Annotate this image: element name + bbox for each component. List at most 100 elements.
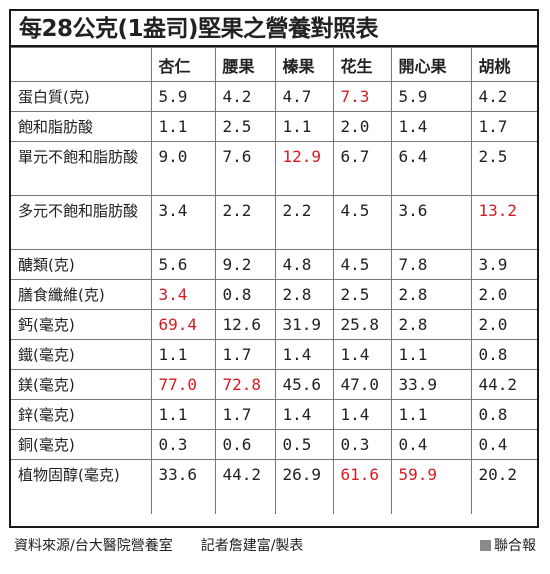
- value-cell: 1.1: [390, 339, 472, 370]
- row-label: 鋅(毫克): [11, 399, 152, 430]
- nutrition-table: 杏仁 腰果 榛果 花生 開心果 胡桃 蛋白質(克) 5.9 4.2 4.7 7.3 5.9…: [11, 47, 537, 514]
- value-cell: 20.2: [470, 459, 537, 514]
- value-cell: 7.6: [214, 141, 276, 196]
- table-body: 蛋白質(克) 5.9 4.2 4.7 7.3 5.9 4.2 飽和脂肪酸 1.1 2.5 1.1 2.…: [11, 81, 537, 514]
- value-cell: 7.8: [390, 249, 472, 280]
- value-cell: 6.7: [332, 141, 392, 196]
- row-label: 單元不飽和脂肪酸: [11, 141, 152, 196]
- value-cell: 0.3: [150, 429, 216, 460]
- value-cell: 77.0: [150, 369, 216, 400]
- value-cell: 2.8: [274, 279, 334, 310]
- brand-name: 聯合報: [494, 538, 536, 554]
- value-cell: 2.0: [470, 279, 537, 310]
- value-cell: 4.2: [470, 81, 537, 112]
- row-label: 多元不飽和脂肪酸: [11, 195, 152, 250]
- value-cell: 7.3: [332, 81, 392, 112]
- value-cell: 1.1: [390, 399, 472, 430]
- value-cell: 6.4: [390, 141, 472, 196]
- table-row: 多元不飽和脂肪酸 3.4 2.2 2.2 4.5 3.6 13.2: [11, 195, 537, 250]
- value-cell: 33.9: [390, 369, 472, 400]
- header-almond: 杏仁: [150, 47, 216, 82]
- value-cell: 3.6: [390, 195, 472, 250]
- value-cell: 2.5: [214, 111, 276, 142]
- value-cell: 0.8: [214, 279, 276, 310]
- row-label: 蛋白質(克): [11, 81, 152, 112]
- row-label: 飽和脂肪酸: [11, 111, 152, 142]
- value-cell: 1.4: [390, 111, 472, 142]
- value-cell: 31.9: [274, 309, 334, 340]
- value-cell: 1.1: [150, 111, 216, 142]
- value-cell: 1.1: [150, 399, 216, 430]
- value-cell: 1.1: [274, 111, 334, 142]
- square-icon: [480, 540, 491, 551]
- value-cell: 0.4: [470, 429, 537, 460]
- row-label: 鐵(毫克): [11, 339, 152, 370]
- header-cashew: 腰果: [214, 47, 276, 82]
- value-cell: 2.8: [390, 279, 472, 310]
- value-cell: 2.2: [274, 195, 334, 250]
- value-cell: 1.1: [150, 339, 216, 370]
- row-label: 植物固醇(毫克): [11, 459, 152, 514]
- value-cell: 2.0: [332, 111, 392, 142]
- value-cell: 2.5: [470, 141, 537, 196]
- table-row: 膳食纖維(克) 3.4 0.8 2.8 2.5 2.8 2.0: [11, 279, 537, 310]
- value-cell: 4.8: [274, 249, 334, 280]
- table-row: 銅(毫克) 0.3 0.6 0.5 0.3 0.4 0.4: [11, 429, 537, 460]
- value-cell: 2.8: [390, 309, 472, 340]
- nutrition-table-frame: 每28公克(1盎司)堅果之營養對照表 杏仁 腰果 榛果 花生 開心果 胡桃 蛋白…: [9, 9, 539, 528]
- value-cell: 1.4: [274, 399, 334, 430]
- table-row: 鐵(毫克) 1.1 1.7 1.4 1.4 1.1 0.8: [11, 339, 537, 370]
- table-row: 單元不飽和脂肪酸 9.0 7.6 12.9 6.7 6.4 2.5: [11, 141, 537, 196]
- value-cell: 44.2: [470, 369, 537, 400]
- value-cell: 1.4: [332, 339, 392, 370]
- value-cell: 4.5: [332, 249, 392, 280]
- table-title: 每28公克(1盎司)堅果之營養對照表: [11, 11, 537, 47]
- value-cell: 3.4: [150, 195, 216, 250]
- value-cell: 59.9: [390, 459, 472, 514]
- reporter-credit: 記者詹建富/製表: [200, 538, 304, 554]
- value-cell: 0.6: [214, 429, 276, 460]
- value-cell: 9.2: [214, 249, 276, 280]
- value-cell: 0.8: [470, 399, 537, 430]
- header-pistachio: 開心果: [390, 47, 472, 82]
- value-cell: 1.7: [214, 399, 276, 430]
- row-label: 鈣(毫克): [11, 309, 152, 340]
- table-row: 鎂(毫克) 77.0 72.8 45.6 47.0 33.9 44.2: [11, 369, 537, 400]
- value-cell: 0.4: [390, 429, 472, 460]
- value-cell: 33.6: [150, 459, 216, 514]
- value-cell: 45.6: [274, 369, 334, 400]
- value-cell: 61.6: [332, 459, 392, 514]
- value-cell: 1.7: [214, 339, 276, 370]
- brand-credit: 聯合報: [480, 535, 536, 555]
- value-cell: 3.9: [470, 249, 537, 280]
- value-cell: 25.8: [332, 309, 392, 340]
- row-label: 膳食纖維(克): [11, 279, 152, 310]
- value-cell: 2.0: [470, 309, 537, 340]
- value-cell: 0.3: [332, 429, 392, 460]
- footer: 資料來源/台大醫院營養室 記者詹建富/製表 聯合報: [14, 535, 536, 555]
- value-cell: 5.6: [150, 249, 216, 280]
- value-cell: 0.8: [470, 339, 537, 370]
- value-cell: 4.5: [332, 195, 392, 250]
- value-cell: 47.0: [332, 369, 392, 400]
- value-cell: 3.4: [150, 279, 216, 310]
- value-cell: 0.5: [274, 429, 334, 460]
- table-row: 鈣(毫克) 69.4 12.6 31.9 25.8 2.8 2.0: [11, 309, 537, 340]
- table-row: 醣類(克) 5.6 9.2 4.8 4.5 7.8 3.9: [11, 249, 537, 280]
- header-walnut: 胡桃: [470, 47, 537, 82]
- value-cell: 12.9: [274, 141, 334, 196]
- header-row: 杏仁 腰果 榛果 花生 開心果 胡桃: [11, 47, 537, 82]
- table-row: 植物固醇(毫克) 33.6 44.2 26.9 61.6 59.9 20.2: [11, 459, 537, 514]
- value-cell: 4.7: [274, 81, 334, 112]
- value-cell: 4.2: [214, 81, 276, 112]
- source-credit: 資料來源/台大醫院營養室: [14, 538, 173, 554]
- value-cell: 5.9: [150, 81, 216, 112]
- value-cell: 2.5: [332, 279, 392, 310]
- header-peanut: 花生: [332, 47, 392, 82]
- value-cell: 1.4: [332, 399, 392, 430]
- value-cell: 1.7: [470, 111, 537, 142]
- row-label: 銅(毫克): [11, 429, 152, 460]
- table-row: 蛋白質(克) 5.9 4.2 4.7 7.3 5.9 4.2: [11, 81, 537, 112]
- value-cell: 44.2: [214, 459, 276, 514]
- value-cell: 5.9: [390, 81, 472, 112]
